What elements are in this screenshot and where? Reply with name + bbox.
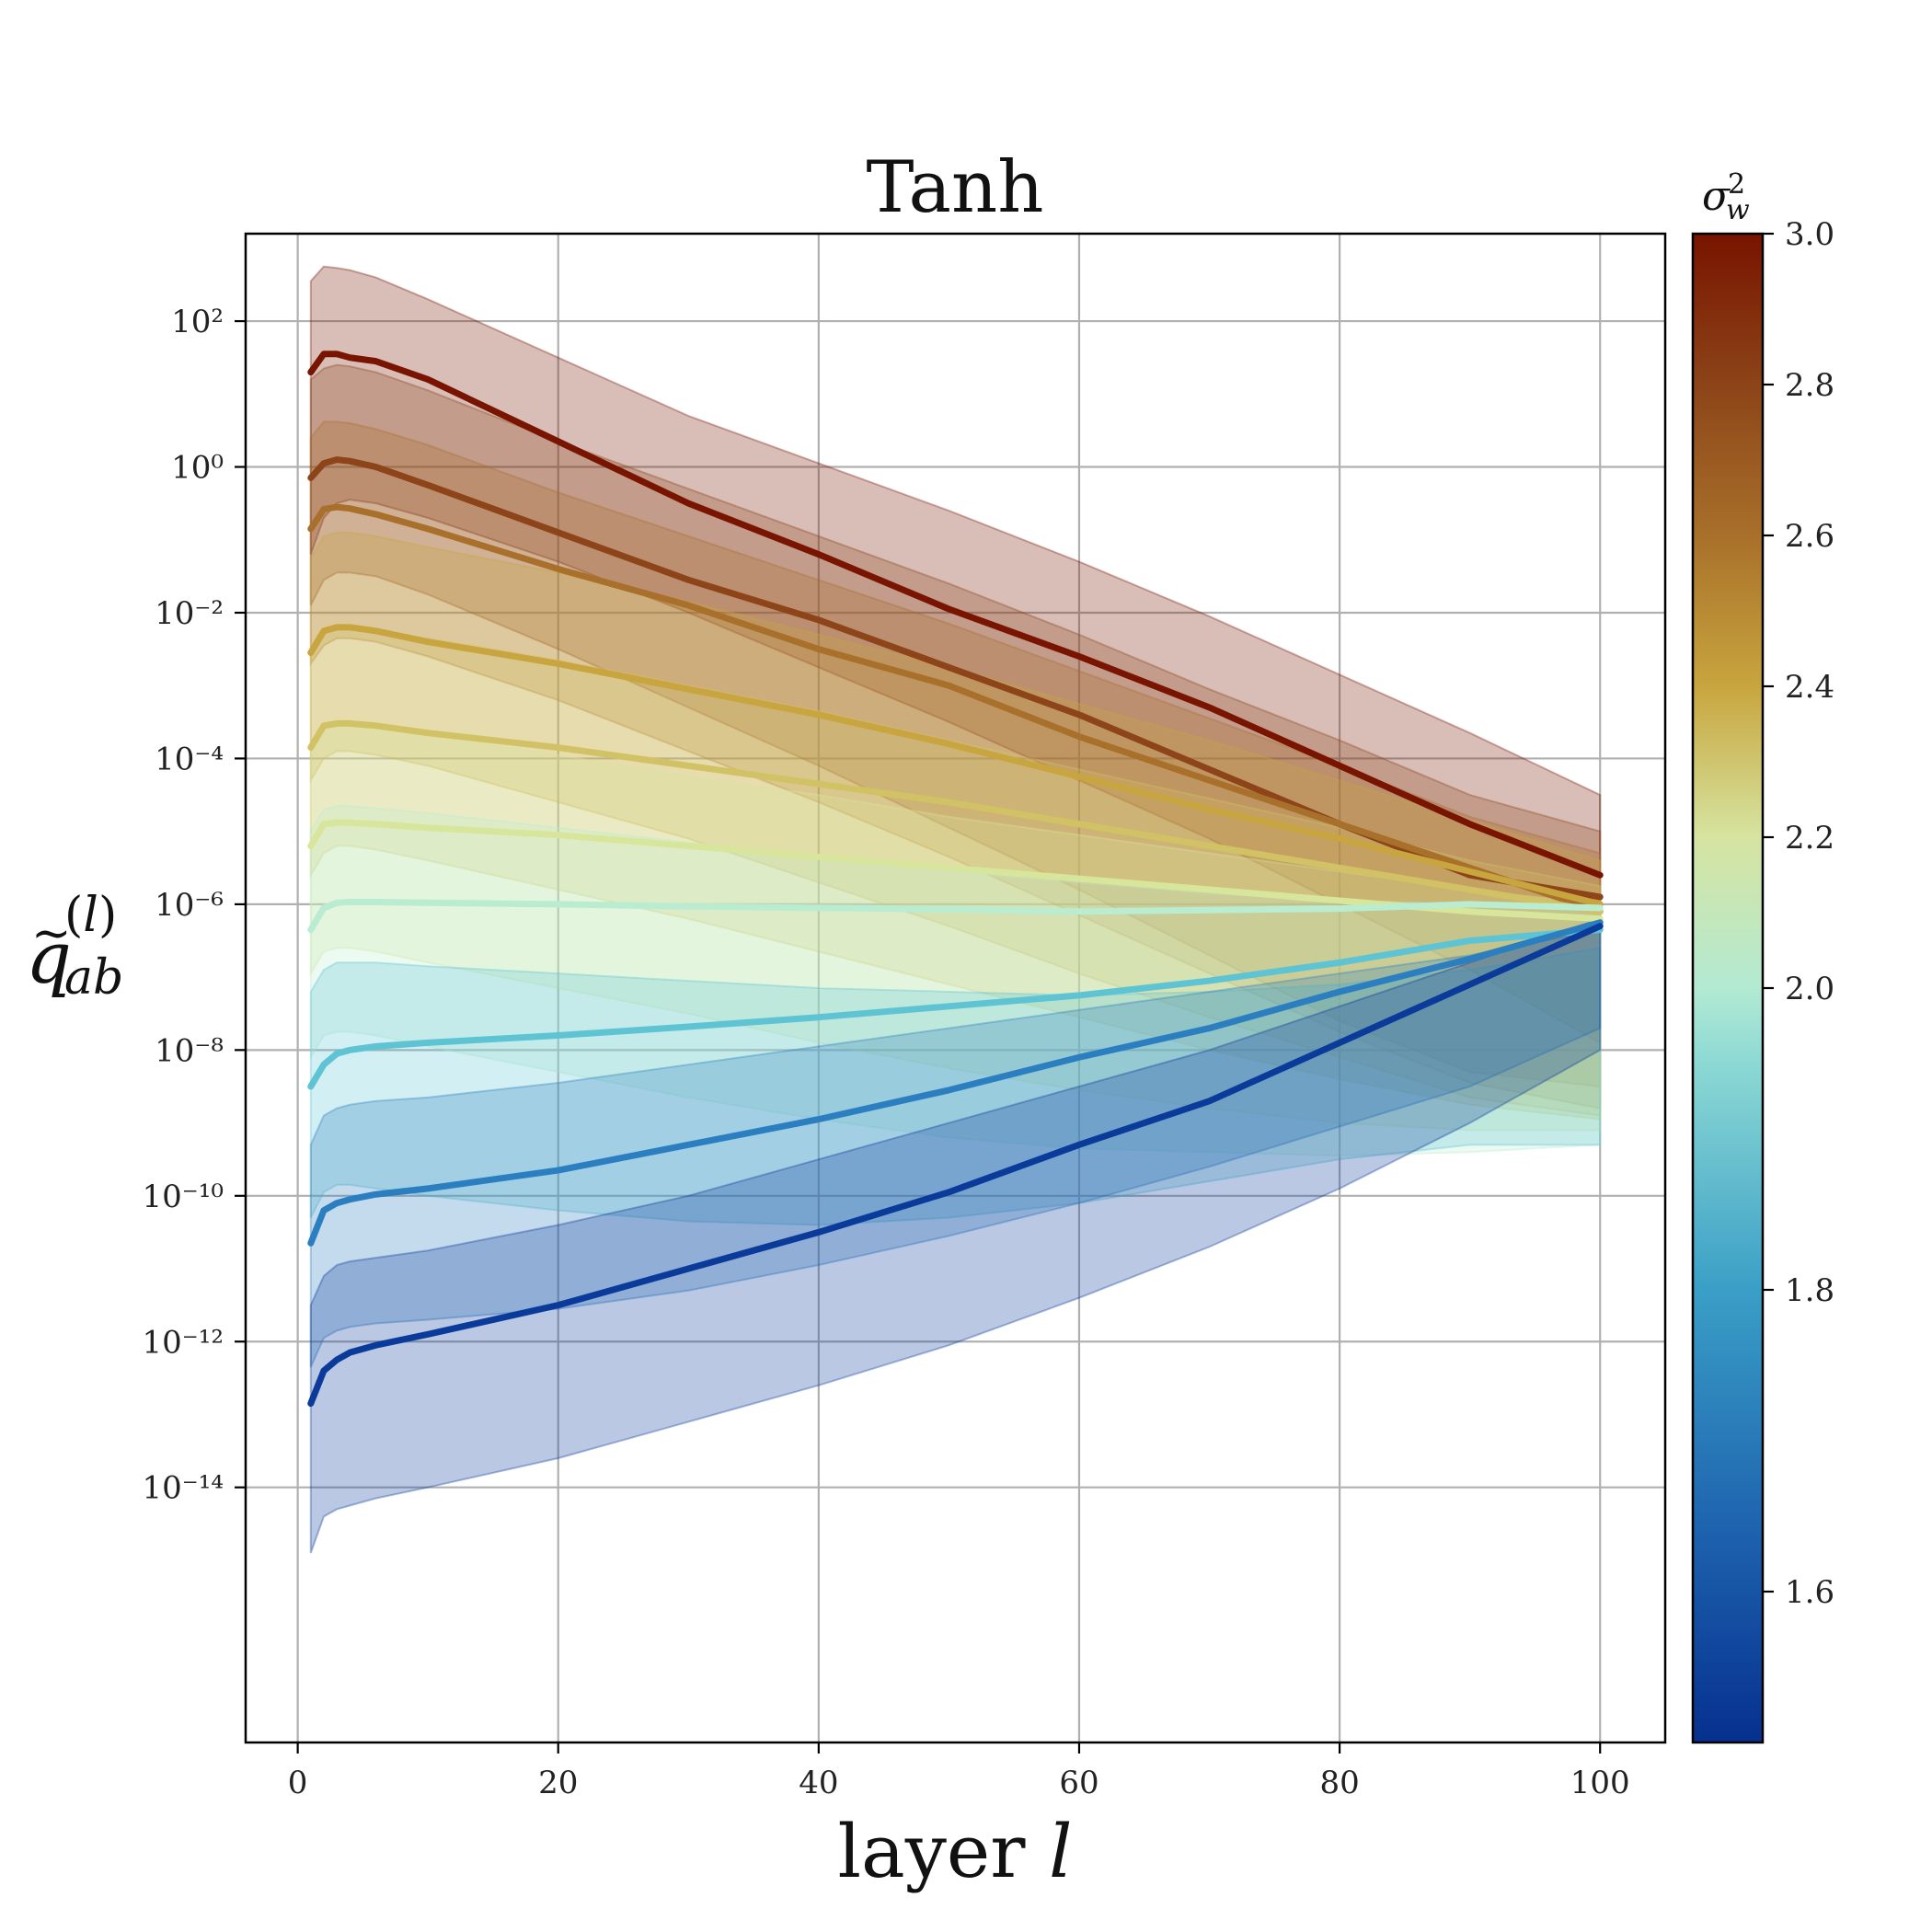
colorbar-tick-label: 2.4 (1785, 669, 1834, 706)
x-axis-label: layer l (837, 1809, 1072, 1894)
y-axis-label-sup: (l) (64, 888, 117, 943)
colorbar-tick-label: 1.6 (1785, 1574, 1834, 1611)
series-line (307, 719, 1604, 915)
colorbar-tick-label: 1.8 (1785, 1272, 1834, 1309)
y-tick-label: 10⁻⁶ (155, 887, 224, 924)
x-tick-label: 40 (799, 1765, 838, 1801)
x-axis-label-text: layer (837, 1809, 1049, 1894)
colorbar-label-sub: w (1726, 194, 1750, 226)
x-axis-ticks: 0 20 40 60 80 100 (288, 1742, 1630, 1801)
x-tick-label: 20 (538, 1765, 578, 1801)
series-band (309, 420, 1602, 1110)
y-axis-label-tilde: ~ (31, 906, 72, 961)
y-tick-label: 10⁻⁴ (155, 741, 224, 777)
plot-frame (244, 232, 1667, 1744)
y-tick-label: 10⁻¹⁰ (143, 1179, 224, 1215)
series-line (307, 503, 1604, 915)
y-axis-ticks: 10² 10⁰ 10⁻² 10⁻⁴ 10⁻⁶ 10⁻⁸ 10⁻¹⁰ 10⁻¹² 10⁻¹⁴ (143, 304, 246, 1507)
series-band (309, 626, 1602, 1121)
chart-title: Tanh (867, 146, 1044, 229)
colorbar-tick-label: 3.0 (1785, 216, 1834, 253)
series-band (309, 724, 1602, 1132)
x-tick-label: 80 (1319, 1765, 1359, 1801)
series-band (309, 363, 1602, 1088)
x-tick-label: 60 (1059, 1765, 1098, 1801)
y-tick-label: 10² (171, 304, 224, 340)
colorbar-ticks: 1.6 1.8 2.0 2.2 2.4 2.6 2.8 3.0 (1763, 216, 1834, 1611)
colorbar-label-sigma: σ (1702, 173, 1731, 220)
y-tick-label: 10⁰ (171, 450, 224, 487)
series-band (309, 265, 1602, 1045)
colorbar-tick-label: 2.6 (1785, 518, 1834, 555)
y-tick-label: 10⁻¹² (143, 1324, 224, 1361)
series-line (307, 926, 1604, 1090)
series-line (307, 923, 1604, 1408)
series-line (307, 351, 1604, 879)
y-tick-label: 10⁻¹⁴ (143, 1470, 224, 1507)
series-lines (307, 351, 1604, 1408)
y-axis-label-sub: ab (64, 950, 123, 1006)
colorbar-tick-label: 2.8 (1785, 367, 1834, 404)
x-axis-label-var: l (1049, 1809, 1073, 1894)
colorbar: 1.6 1.8 2.0 2.2 2.4 2.6 2.8 3.0 σ w 2 (1691, 168, 1834, 1744)
series-band (309, 917, 1602, 1554)
colorbar-tick-label: 2.2 (1785, 820, 1834, 857)
series-line (307, 624, 1604, 908)
colorbar-label: σ w 2 (1702, 168, 1750, 226)
series-line (307, 899, 1604, 934)
colorbar-label-sup: 2 (1728, 168, 1745, 201)
x-tick-label: 100 (1570, 1765, 1630, 1801)
series-line (307, 919, 1604, 1247)
y-axis-label: q ~ ab (l) (26, 888, 123, 1006)
series-line (307, 819, 1604, 923)
x-tick-label: 0 (288, 1765, 308, 1801)
y-tick-label: 10⁻⁸ (155, 1032, 224, 1069)
colorbar-gradient (1691, 232, 1765, 1744)
colorbar-tick-label: 2.0 (1785, 971, 1834, 1007)
y-tick-label: 10⁻² (155, 595, 224, 632)
series-line (307, 456, 1604, 901)
y-axis-label-q: q (26, 917, 72, 1000)
series-band (309, 928, 1602, 1368)
